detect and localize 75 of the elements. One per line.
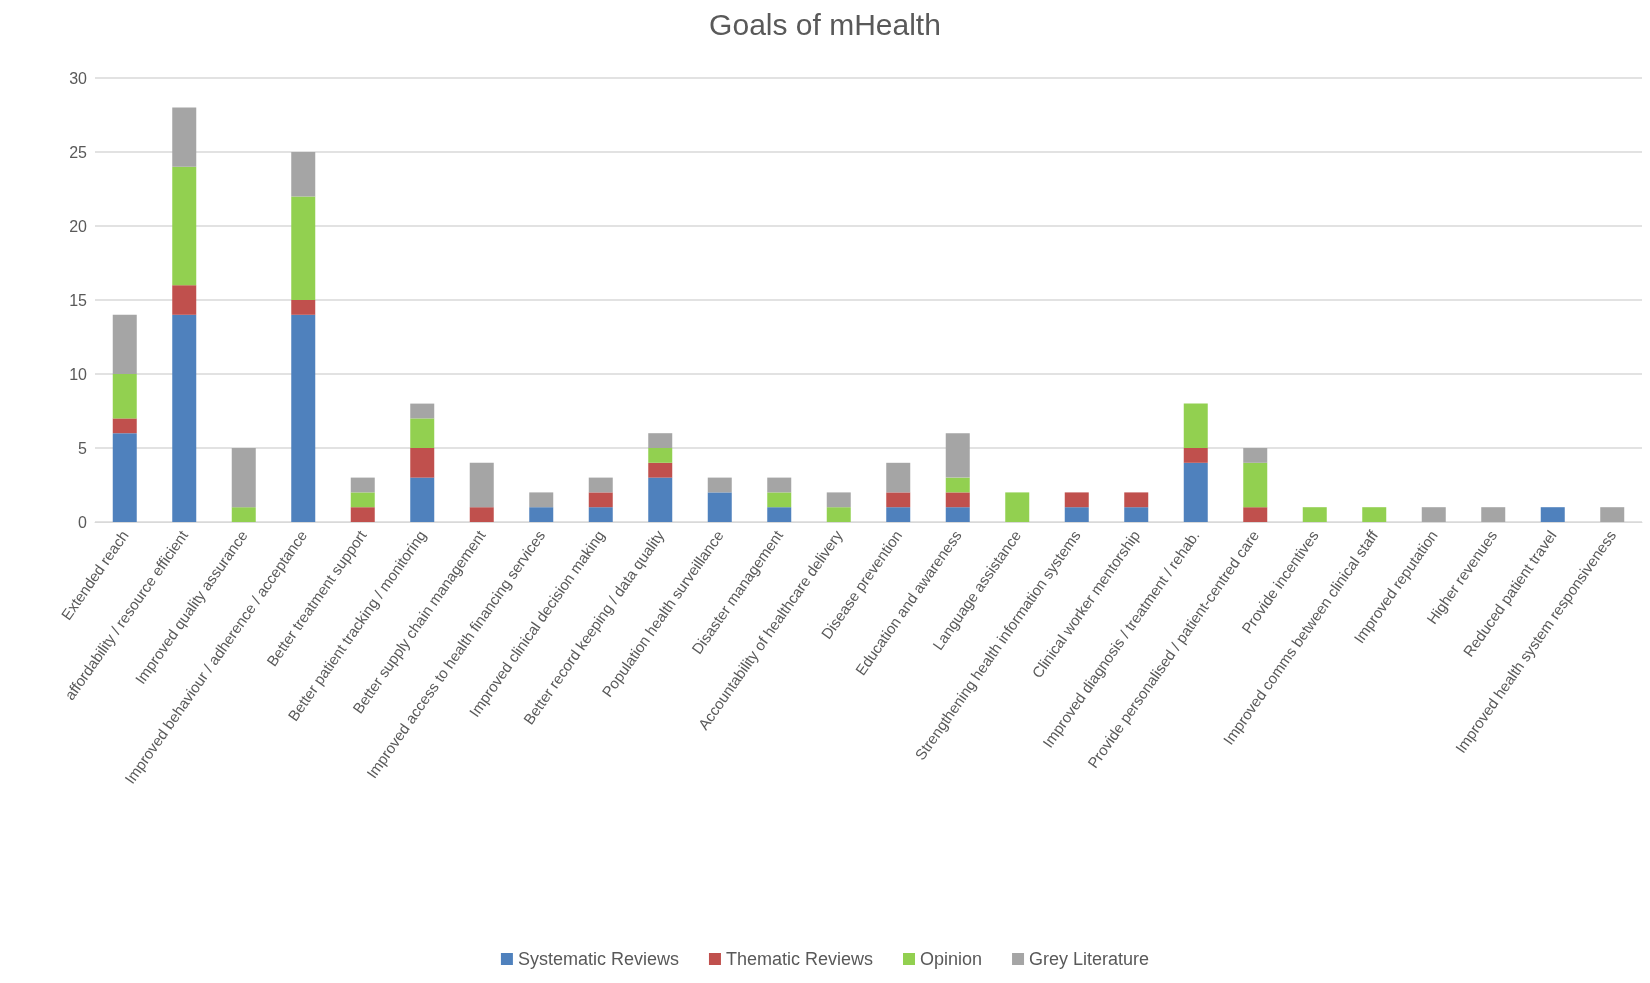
- bar: [1600, 507, 1625, 522]
- legend-label: Thematic Reviews: [725, 949, 873, 969]
- bar: [172, 166, 197, 286]
- bar: [112, 433, 137, 522]
- bar: [1064, 507, 1089, 522]
- bar: [1243, 448, 1268, 463]
- bar: [410, 477, 435, 522]
- bar: [1362, 507, 1387, 522]
- bar: [588, 507, 613, 522]
- bar: [648, 462, 673, 478]
- bar: [648, 477, 673, 522]
- bar: [112, 314, 137, 374]
- bar: [112, 418, 137, 434]
- bar: [410, 448, 435, 478]
- bar: [1481, 507, 1506, 522]
- bar: [1302, 507, 1327, 522]
- bar: [1183, 403, 1208, 448]
- bar: [767, 477, 792, 493]
- bar: [588, 492, 613, 508]
- bar: [172, 314, 197, 522]
- bar: [231, 507, 256, 522]
- bar: [1421, 507, 1446, 522]
- legend-label: Systematic Reviews: [517, 949, 679, 969]
- bar: [886, 462, 911, 493]
- bar: [469, 507, 494, 522]
- bar: [886, 507, 911, 522]
- bar: [529, 507, 554, 522]
- bar: [469, 462, 494, 508]
- bar: [1005, 492, 1030, 522]
- bar: [1243, 462, 1268, 508]
- bar: [648, 433, 673, 448]
- bar: [826, 492, 851, 508]
- bar: [648, 448, 673, 463]
- bar: [1183, 462, 1208, 522]
- legend-label: Opinion: [920, 949, 983, 969]
- bar: [231, 448, 256, 508]
- bar: [529, 492, 554, 508]
- bar: [1124, 492, 1149, 508]
- y-tick-label: 20: [69, 217, 88, 235]
- bar: [291, 152, 316, 197]
- bar: [826, 507, 851, 522]
- bar: [112, 374, 137, 419]
- chart-title: Goals of mHealth: [709, 7, 941, 41]
- y-tick-label: 15: [69, 291, 88, 309]
- y-tick-label: 5: [78, 439, 88, 457]
- bar: [767, 492, 792, 508]
- bar: [410, 403, 435, 419]
- bar: [1124, 507, 1149, 522]
- y-tick-label: 30: [69, 69, 88, 87]
- bar: [1243, 507, 1268, 522]
- bar: [886, 492, 911, 508]
- bar: [707, 477, 732, 493]
- bar: [172, 285, 197, 315]
- bar: [350, 492, 375, 508]
- bar: [291, 196, 316, 300]
- bar: [350, 507, 375, 522]
- bar: [945, 477, 970, 493]
- bar: [1064, 492, 1089, 508]
- y-tick-label: 10: [69, 365, 88, 383]
- y-tick-label: 25: [69, 143, 88, 161]
- bar: [410, 418, 435, 448]
- bar: [588, 477, 613, 493]
- bar: [172, 107, 197, 167]
- bar: [945, 492, 970, 508]
- bar: [767, 507, 792, 522]
- legend-label: Grey Literature: [1029, 949, 1150, 969]
- bar: [1540, 507, 1565, 522]
- bar: [291, 300, 316, 315]
- bar: [707, 492, 732, 522]
- bar: [945, 433, 970, 478]
- bar: [350, 477, 375, 493]
- y-tick-label: 0: [78, 513, 88, 531]
- bar: [1183, 448, 1208, 463]
- bar: [291, 314, 316, 522]
- bar: [945, 507, 970, 522]
